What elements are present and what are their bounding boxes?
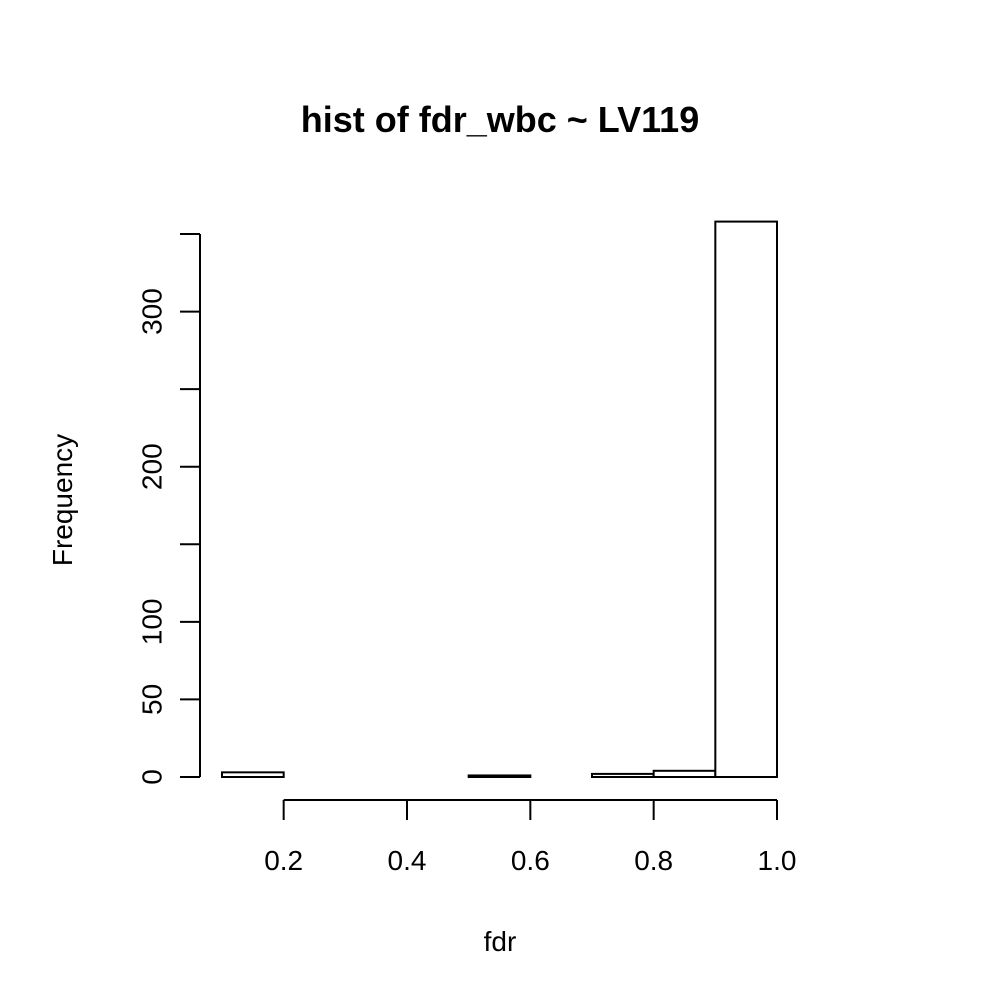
x-tick-label: 1.0 [758, 845, 797, 876]
y-axis-label: Frequency [47, 434, 78, 566]
histogram-bar-6 [591, 772, 655, 779]
y-tick-label: 100 [137, 598, 168, 645]
x-tick-label: 0.4 [388, 845, 427, 876]
x-axis: 0.2 0.4 0.6 0.8 1.0 [264, 799, 797, 876]
x-tick-label: 0.6 [511, 845, 550, 876]
y-tick-label: 300 [137, 288, 168, 335]
histogram-bar-0 [221, 771, 285, 778]
x-tick-label: 0.8 [634, 845, 673, 876]
bars-group [221, 220, 778, 779]
x-tick-label: 0.2 [264, 845, 303, 876]
histogram-bar-4 [467, 774, 532, 778]
x-axis-label: fdr [484, 926, 517, 957]
y-tick-label: 0 [137, 769, 168, 785]
y-axis: 0 50 100 200 300 [137, 233, 201, 785]
histogram-bar-8 [714, 220, 778, 779]
histogram-bar-7 [652, 769, 717, 779]
y-tick-label: 50 [137, 684, 168, 715]
y-tick-label: 200 [137, 443, 168, 490]
chart-title: hist of fdr_wbc ~ LV119 [301, 99, 699, 140]
